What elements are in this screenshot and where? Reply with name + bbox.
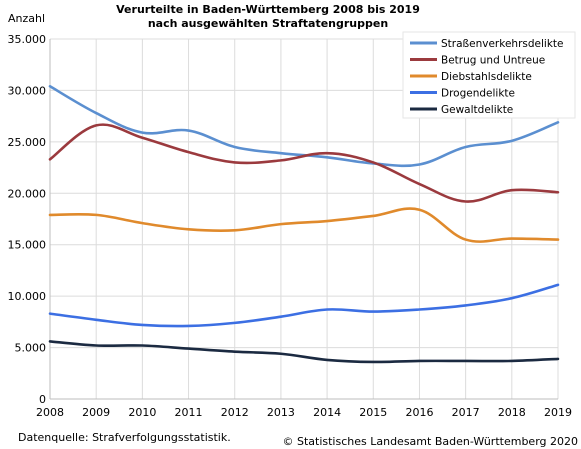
chart-subtitle: nach ausgewählten Straftatengruppen [148,17,388,30]
y-tick-label: 20.000 [8,187,47,200]
copyright-note: © Statistisches Landesamt Baden-Württemb… [282,435,578,448]
legend: Straßenverkehrsdelikte Betrug und Untreue… [402,31,576,119]
y-tick-label: 0 [39,393,46,406]
x-tick-label: 2017 [452,406,480,419]
y-tick-label: 10.000 [8,290,47,303]
x-tick-label: 2008 [36,406,64,419]
x-tick-label: 2009 [82,406,110,419]
grid-lines [49,38,559,400]
y-tick-label: 5.000 [15,342,47,355]
x-tick-label: 2014 [313,406,341,419]
legend-label: Drogendelikte [441,88,515,100]
x-tick-label: 2011 [175,406,203,419]
legend-label: Betrug und Untreue [441,55,545,67]
series-line-betrug-und-untreue [48,123,560,203]
x-tick-label: 2018 [498,406,526,419]
y-tick-label: 25.000 [8,136,47,149]
x-tick-label: 2010 [128,406,156,419]
x-tick-label: 2015 [359,406,387,419]
legend-label: Gewaltdelikte [441,104,513,116]
y-tick-labels: 0 5.000 10.000 15.000 20.000 25.000 30.000 35.0… [8,33,47,406]
x-tick-labels: 2008 2009 2010 2011 2012 2013 2014 2015 2016 2017… [36,406,572,419]
x-tick-label: 2012 [221,406,249,419]
x-tick-label: 2016 [405,406,433,419]
chart-title: Verurteilte in Baden-Württemberg 2008 bi… [116,3,420,16]
x-tick-label: 2013 [267,406,295,419]
legend-label: Diebstahlsdelikte [441,71,532,83]
series-line-gewaltdelikte [48,340,560,364]
series-line-diebstahlsdelikte [48,207,560,243]
legend-label: Straßenverkehrsdelikte [441,38,563,50]
y-tick-label: 35.000 [8,33,47,46]
y-tick-label: 15.000 [8,239,47,252]
y-axis-label: Anzahl [8,12,45,25]
series-line-drogendelikte [48,283,560,328]
y-tick-label: 30.000 [8,84,47,97]
source-note: Datenquelle: Strafverfolgungsstatistik. [18,431,231,444]
x-tick-label: 2019 [544,406,572,419]
series-lines [48,85,560,364]
